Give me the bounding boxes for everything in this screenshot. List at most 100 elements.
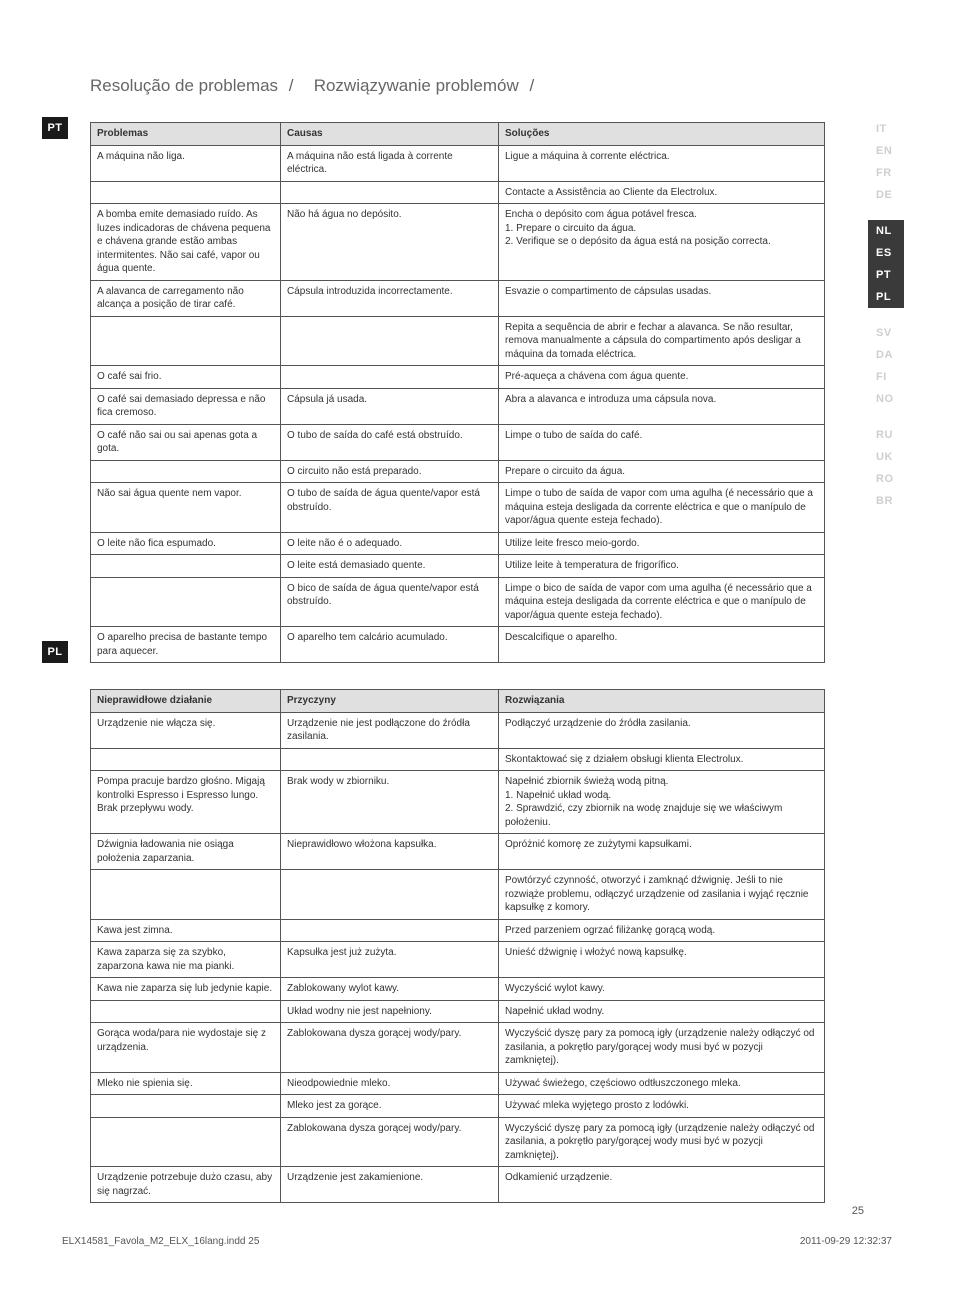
pt-cell: Esvazie o compartimento de cápsulas usad… <box>499 280 825 316</box>
pl-cell: Napełnić zbiornik świeżą wodą pitną.1. N… <box>499 771 825 834</box>
title-pt: Resolução de problemas <box>90 76 278 95</box>
pl-h2: Przyczyny <box>281 690 499 713</box>
pt-cell: O tubo de saída do café está obstruído. <box>281 424 499 460</box>
table-row: Mleko jest za gorące.Używać mleka wyjęte… <box>91 1095 825 1118</box>
pl-cell: Opróżnić komorę ze zużytymi kapsułkami. <box>499 834 825 870</box>
pt-cell: O leite não fica espumado. <box>91 532 281 555</box>
title-sep: / <box>289 76 294 95</box>
pl-cell: Układ wodny nie jest napełniony. <box>281 1000 499 1023</box>
pl-cell: Napełnić układ wodny. <box>499 1000 825 1023</box>
lang-badge-pl: PL <box>42 641 68 663</box>
pt-cell: Cápsula introduzida incorrectamente. <box>281 280 499 316</box>
pl-h1: Nieprawidłowe działanie <box>91 690 281 713</box>
title-pl: Rozwiązywanie problemów <box>314 76 519 95</box>
lang-item-ru: RU <box>868 424 904 446</box>
table-row: O leite está demasiado quente.Utilize le… <box>91 555 825 578</box>
pt-cell: O café não sai ou sai apenas gota a gota… <box>91 424 281 460</box>
pl-cell: Pompa pracuje bardzo głośno. Migają kont… <box>91 771 281 834</box>
pt-cell: A alavanca de carregamento não alcança a… <box>91 280 281 316</box>
pl-cell: Odkamienić urządzenie. <box>499 1167 825 1203</box>
pt-cell <box>91 316 281 366</box>
footer-right: 2011-09-29 12:32:37 <box>800 1236 892 1247</box>
table-row: Kawa zaparza się za szybko, zaparzona ka… <box>91 942 825 978</box>
table-row: Gorąca woda/para nie wydostaje się z urz… <box>91 1023 825 1073</box>
pl-cell <box>91 870 281 920</box>
lang-group: NLESPTPL <box>868 220 904 308</box>
pl-cell: Gorąca woda/para nie wydostaje się z urz… <box>91 1023 281 1073</box>
lang-item-uk: UK <box>868 446 904 468</box>
pl-cell: Kawa zaparza się za szybko, zaparzona ka… <box>91 942 281 978</box>
table-row: Kawa nie zaparza się lub jedynie kapie.Z… <box>91 978 825 1001</box>
pl-cell: Urządzenie jest zakamienione. <box>281 1167 499 1203</box>
title-sep2: / <box>529 76 534 95</box>
pl-cell <box>91 1000 281 1023</box>
lang-item-br: BR <box>868 490 904 512</box>
lang-group: SVDAFINO <box>868 322 904 410</box>
pt-cell: Limpe o tubo de saída do café. <box>499 424 825 460</box>
pl-cell <box>281 870 499 920</box>
pt-cell: Não há água no depósito. <box>281 204 499 281</box>
lang-item-no: NO <box>868 388 904 410</box>
pl-cell <box>91 1095 281 1118</box>
pt-cell: Cápsula já usada. <box>281 388 499 424</box>
lang-item-ro: RO <box>868 468 904 490</box>
pt-cell: Pré-aqueça a chávena com água quente. <box>499 366 825 389</box>
pl-cell: Kawa nie zaparza się lub jedynie kapie. <box>91 978 281 1001</box>
lang-item-fr: FR <box>868 162 904 184</box>
pt-cell: Prepare o circuito da água. <box>499 460 825 483</box>
pl-cell <box>91 1117 281 1167</box>
pt-cell: Utilize leite fresco meio-gordo. <box>499 532 825 555</box>
pt-cell: Ligue a máquina à corrente eléctrica. <box>499 145 825 181</box>
pt-cell <box>281 316 499 366</box>
pl-cell: Kapsułka jest już zużyta. <box>281 942 499 978</box>
pl-cell: Wyczyścić dyszę pary za pomocą igły (urz… <box>499 1117 825 1167</box>
pl-cell: Używać mleka wyjętego prosto z lodówki. <box>499 1095 825 1118</box>
pl-cell: Urządzenie potrzebuje dużo czasu, aby si… <box>91 1167 281 1203</box>
page: Resolução de problemas / Rozwiązywanie p… <box>0 0 954 1269</box>
pt-h3: Soluções <box>499 123 825 146</box>
pl-cell: Unieść dźwignię i włożyć nową kapsułkę. <box>499 942 825 978</box>
pt-cell: O aparelho tem calcário acumulado. <box>281 627 499 663</box>
pl-table-wrap: Nieprawidłowe działanie Przyczyny Rozwią… <box>90 689 864 1203</box>
table-row: A bomba emite demasiado ruído. As luzes … <box>91 204 825 281</box>
pl-cell: Kawa jest zimna. <box>91 919 281 942</box>
table-row: Mleko nie spienia się.Nieodpowiednie mle… <box>91 1072 825 1095</box>
table-row: Powtórzyć czynność, otworzyć i zamknąć d… <box>91 870 825 920</box>
lang-item-pl: PL <box>868 286 904 308</box>
pt-cell: Contacte a Assistência ao Cliente da Ele… <box>499 181 825 204</box>
table-row: Urządzenie potrzebuje dużo czasu, aby si… <box>91 1167 825 1203</box>
pl-cell: Wyczyścić wylot kawy. <box>499 978 825 1001</box>
pt-cell: O café sai demasiado depressa e não fica… <box>91 388 281 424</box>
pt-cell: O café sai frio. <box>91 366 281 389</box>
pt-cell: O leite não é o adequado. <box>281 532 499 555</box>
page-title: Resolução de problemas / Rozwiązywanie p… <box>90 76 864 96</box>
pt-cell: O leite está demasiado quente. <box>281 555 499 578</box>
pt-h2: Causas <box>281 123 499 146</box>
pl-cell: Zablokowany wylot kawy. <box>281 978 499 1001</box>
pl-cell: Mleko jest za gorące. <box>281 1095 499 1118</box>
lang-item-it: IT <box>868 118 904 140</box>
pt-cell <box>91 181 281 204</box>
pt-cell: Encha o depósito com água potável fresca… <box>499 204 825 281</box>
pt-cell: O bico de saída de água quente/vapor est… <box>281 577 499 627</box>
table-row: Pompa pracuje bardzo głośno. Migają kont… <box>91 771 825 834</box>
lang-item-da: DA <box>868 344 904 366</box>
table-row: Układ wodny nie jest napełniony.Napełnić… <box>91 1000 825 1023</box>
pt-cell: A máquina não liga. <box>91 145 281 181</box>
lang-item-sv: SV <box>868 322 904 344</box>
table-row: A alavanca de carregamento não alcança a… <box>91 280 825 316</box>
table-row: O café não sai ou sai apenas gota a gota… <box>91 424 825 460</box>
pl-cell <box>91 748 281 771</box>
pt-cell: O aparelho precisa de bastante tempo par… <box>91 627 281 663</box>
pl-cell: Skontaktować się z działem obsługi klien… <box>499 748 825 771</box>
table-row: Repita a sequência de abrir e fechar a a… <box>91 316 825 366</box>
footer-left: ELX14581_Favola_M2_ELX_16lang.indd 25 <box>62 1236 259 1247</box>
table-row: O circuito não está preparado.Prepare o … <box>91 460 825 483</box>
troubleshoot-table-pl: Nieprawidłowe działanie Przyczyny Rozwią… <box>90 689 825 1203</box>
pl-cell: Nieprawidłowo włożona kapsułka. <box>281 834 499 870</box>
table-row: Zablokowana dysza gorącej wody/pary.Wycz… <box>91 1117 825 1167</box>
pt-cell: O tubo de saída de água quente/vapor est… <box>281 483 499 533</box>
pl-cell: Nieodpowiednie mleko. <box>281 1072 499 1095</box>
pt-cell <box>91 460 281 483</box>
table-row: Dźwignia ładowania nie osiąga położenia … <box>91 834 825 870</box>
